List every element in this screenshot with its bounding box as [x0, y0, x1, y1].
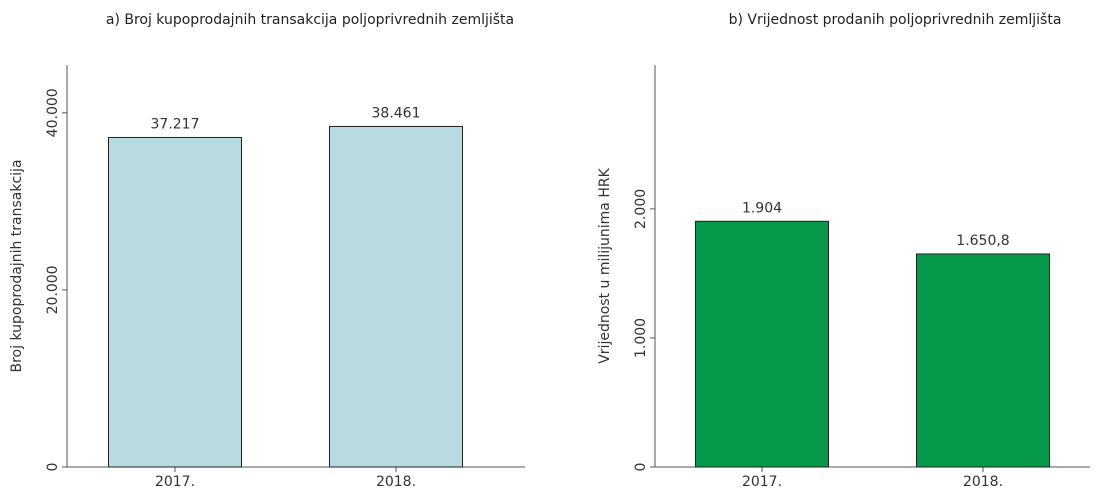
x-tick-label: 2018.: [963, 474, 1003, 490]
y-tick-label: 2.000: [633, 189, 649, 229]
data-label: 1.904: [742, 200, 782, 216]
x-tick-label: 2017.: [742, 474, 782, 490]
data-label: 37.217: [151, 116, 200, 132]
x-tick-label: 2017.: [155, 474, 195, 490]
bar: [916, 253, 1050, 468]
data-label: 1.650,8: [956, 233, 1009, 249]
y-axis-label: Broj kupoprodajnih transakcija: [9, 159, 25, 372]
y-tick-label: 0: [45, 463, 61, 472]
y-tick-label: 1.000: [633, 318, 649, 358]
chart-title: a) Broj kupoprodajnih transakcija poljop…: [106, 12, 514, 28]
y-tick-label: 20.000: [45, 265, 61, 314]
chart-title: b) Vrijednost prodanih poljoprivrednih z…: [729, 12, 1062, 28]
bar: [695, 220, 829, 468]
y-tick-label: 40.000: [45, 88, 61, 137]
bar: [329, 125, 463, 468]
y-tick-label: 0: [633, 463, 649, 472]
x-tick-label: 2018.: [376, 474, 416, 490]
y-axis-label: Vrijednost u milijunima HRK: [597, 167, 613, 363]
bar: [108, 136, 242, 468]
data-label: 38.461: [372, 105, 421, 121]
